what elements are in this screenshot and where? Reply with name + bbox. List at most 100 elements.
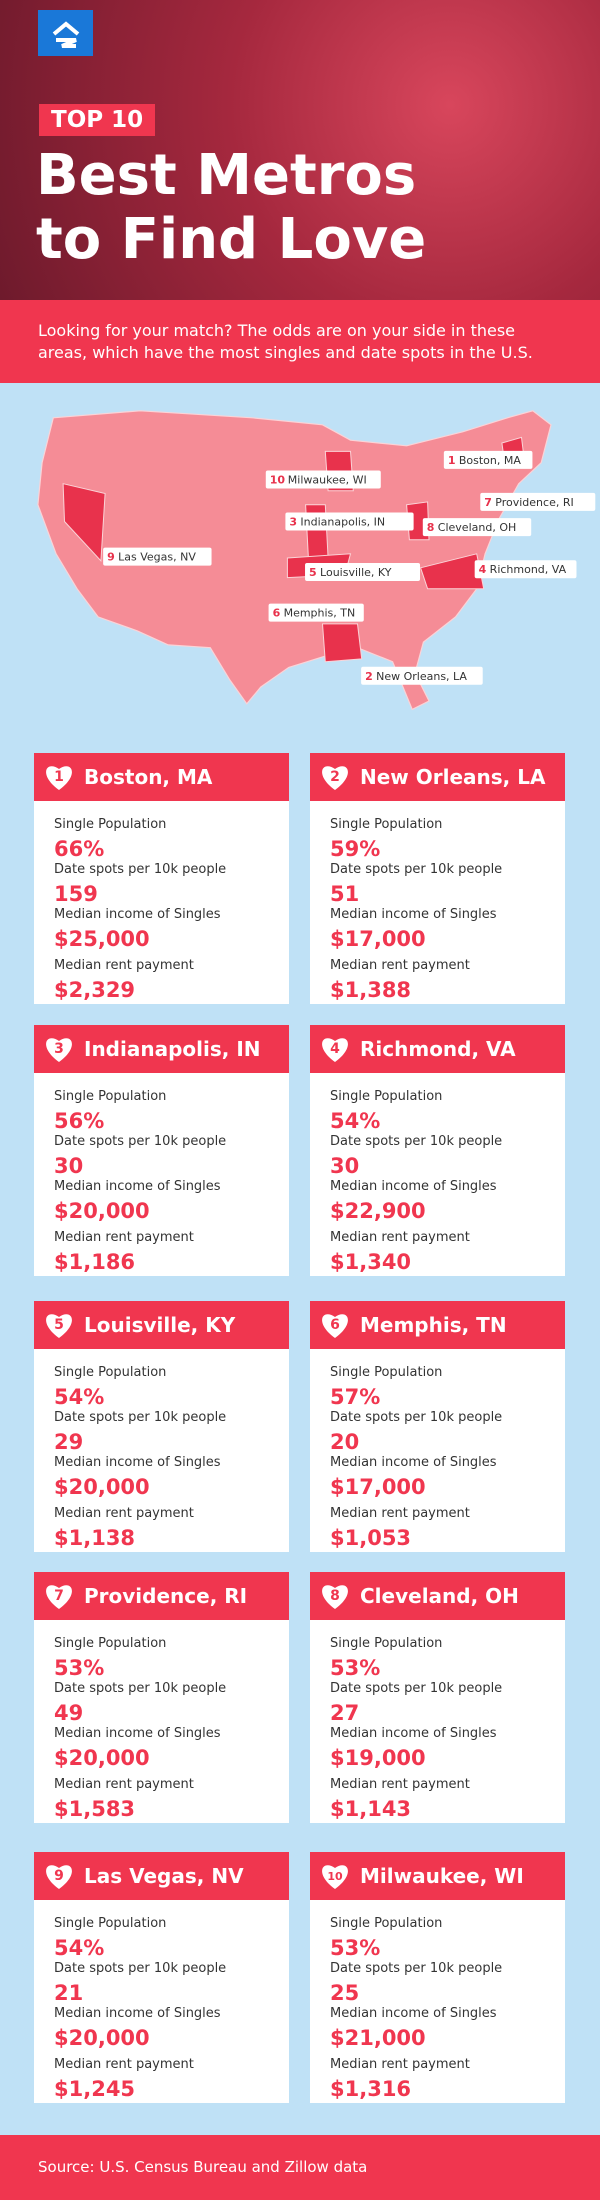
card-title: Boston, MA bbox=[84, 765, 213, 789]
card-rank: 1 bbox=[54, 769, 64, 785]
field-value: 30 bbox=[330, 1154, 360, 1178]
header: TOP 10 Best Metros to Find Love bbox=[0, 0, 600, 300]
logo bbox=[38, 10, 93, 56]
field-value: $1,245 bbox=[54, 2077, 136, 2101]
field-value: 29 bbox=[54, 1430, 84, 1454]
field-value: $17,000 bbox=[330, 1475, 426, 1499]
card-header: 4 Richmond, VA bbox=[310, 1025, 565, 1073]
badge: TOP 10 bbox=[39, 104, 156, 136]
card: 1 Boston, MA Single Population 66% Date spot… bbox=[34, 753, 289, 1004]
field-value: $21,000 bbox=[330, 2026, 426, 2050]
field-value: $2,329 bbox=[54, 978, 136, 1002]
heart bbox=[322, 1038, 348, 1062]
map-label-rank: 4 bbox=[479, 563, 487, 576]
field-value: 56% bbox=[54, 1109, 105, 1133]
map-label: 10 Milwaukee, WI bbox=[265, 470, 381, 489]
card-title: Indianapolis, IN bbox=[84, 1037, 261, 1061]
heart-icon: 6 bbox=[322, 1314, 348, 1338]
map-label: 3 Indianapolis, IN bbox=[285, 512, 414, 531]
card-title: Milwaukee, WI bbox=[360, 1864, 524, 1888]
footer: Source: U.S. Census Bureau and Zillow da… bbox=[0, 2135, 600, 2200]
card-title: Cleveland, OH bbox=[360, 1584, 519, 1608]
field-label: Single Population bbox=[54, 1636, 167, 1651]
field-label: Date spots per 10k people bbox=[330, 862, 503, 877]
card-title: Louisville, KY bbox=[84, 1313, 236, 1337]
map-label-box bbox=[443, 450, 533, 469]
field-value: 57% bbox=[330, 1385, 381, 1409]
field-value: 159 bbox=[54, 882, 98, 906]
highlighted-state bbox=[62, 483, 106, 562]
map-label-rank: 9 bbox=[107, 551, 115, 564]
heart-icon: 4 bbox=[322, 1038, 348, 1062]
map-label-box bbox=[474, 560, 577, 579]
highlighted-state bbox=[321, 623, 363, 663]
map-label: 2 New Orleans, LA bbox=[361, 666, 483, 685]
logo-mark bbox=[52, 21, 80, 48]
card-rank: 3 bbox=[54, 1041, 64, 1057]
map-label-name: Las Vegas, NV bbox=[118, 551, 196, 564]
heart-icon: 2 bbox=[322, 766, 348, 790]
card-header: 1 Boston, MA bbox=[34, 753, 289, 801]
heart bbox=[322, 1314, 348, 1338]
field-value: $19,000 bbox=[330, 1746, 426, 1770]
field-label: Median rent payment bbox=[330, 1777, 470, 1792]
field-value: $1,138 bbox=[54, 1526, 136, 1550]
map-label: 7 Providence, RI bbox=[480, 492, 596, 511]
field-value: 54% bbox=[330, 1109, 381, 1133]
field-value: $17,000 bbox=[330, 927, 426, 951]
card-title: Memphis, TN bbox=[360, 1313, 507, 1337]
heart bbox=[46, 1314, 72, 1338]
field-label: Median rent payment bbox=[54, 2057, 194, 2072]
heart-icon: 1 bbox=[46, 766, 72, 790]
field-value: 49 bbox=[54, 1701, 84, 1725]
field-label: Date spots per 10k people bbox=[330, 1134, 503, 1149]
field-value: $1,186 bbox=[54, 1250, 136, 1274]
map-label-rank: 6 bbox=[273, 607, 281, 620]
card-rank: 5 bbox=[54, 1317, 64, 1333]
card-header: 10 Milwaukee, WI bbox=[310, 1852, 565, 1900]
intro: Looking for your match? The odds are on … bbox=[0, 300, 600, 383]
field-label: Date spots per 10k people bbox=[330, 1681, 503, 1696]
field-value: 53% bbox=[54, 1656, 105, 1680]
field-label: Single Population bbox=[54, 1916, 167, 1931]
field-value: $1,316 bbox=[330, 2077, 412, 2101]
field-value: 54% bbox=[54, 1936, 105, 1960]
field-label: Single Population bbox=[54, 1365, 167, 1380]
field-value: $20,000 bbox=[54, 2026, 150, 2050]
field-label: Median rent payment bbox=[330, 1230, 470, 1245]
field-label: Date spots per 10k people bbox=[54, 1134, 227, 1149]
field-label: Median rent payment bbox=[330, 1506, 470, 1521]
card-rank: 6 bbox=[330, 1317, 340, 1333]
card-rank: 4 bbox=[330, 1041, 340, 1057]
field-label: Date spots per 10k people bbox=[54, 1410, 227, 1425]
field-label: Date spots per 10k people bbox=[54, 1961, 227, 1976]
field-label: Median rent payment bbox=[54, 958, 194, 973]
field-label: Median income of Singles bbox=[330, 2006, 497, 2021]
field-value: $1,340 bbox=[330, 1250, 412, 1274]
field-value: 59% bbox=[330, 837, 381, 861]
field-value: 54% bbox=[54, 1385, 105, 1409]
map-label: 8 Cleveland, OH bbox=[422, 518, 532, 537]
card: 10 Milwaukee, WI Single Population 53% Date … bbox=[310, 1852, 565, 2103]
card: 3 Indianapolis, IN Single Population 56% Dat… bbox=[34, 1025, 289, 1276]
field-label: Single Population bbox=[330, 1916, 443, 1931]
card: 2 New Orleans, LA Single Population 59% Date… bbox=[310, 753, 565, 1004]
heart bbox=[46, 766, 72, 790]
map-label-rank: 8 bbox=[427, 521, 435, 534]
card: 7 Providence, RI Single Population 53% Date … bbox=[34, 1572, 289, 1823]
field-label: Single Population bbox=[330, 817, 443, 832]
map-label-name: Indianapolis, IN bbox=[300, 516, 385, 529]
field-label: Single Population bbox=[330, 1636, 443, 1651]
title-line: to Find Love bbox=[36, 207, 427, 272]
map-label-box bbox=[361, 666, 483, 685]
heart-icon: 3 bbox=[46, 1038, 72, 1062]
map-label: 4 Richmond, VA bbox=[474, 560, 577, 579]
map-label-name: Boston, MA bbox=[459, 454, 522, 467]
map-label: 6 Memphis, TN bbox=[268, 603, 364, 622]
field-label: Median rent payment bbox=[330, 958, 470, 973]
field-label: Single Population bbox=[330, 1365, 443, 1380]
field-label: Median income of Singles bbox=[54, 1179, 221, 1194]
field-label: Date spots per 10k people bbox=[54, 862, 227, 877]
card-rank: 2 bbox=[330, 769, 340, 785]
map-label-name: Cleveland, OH bbox=[438, 521, 516, 534]
